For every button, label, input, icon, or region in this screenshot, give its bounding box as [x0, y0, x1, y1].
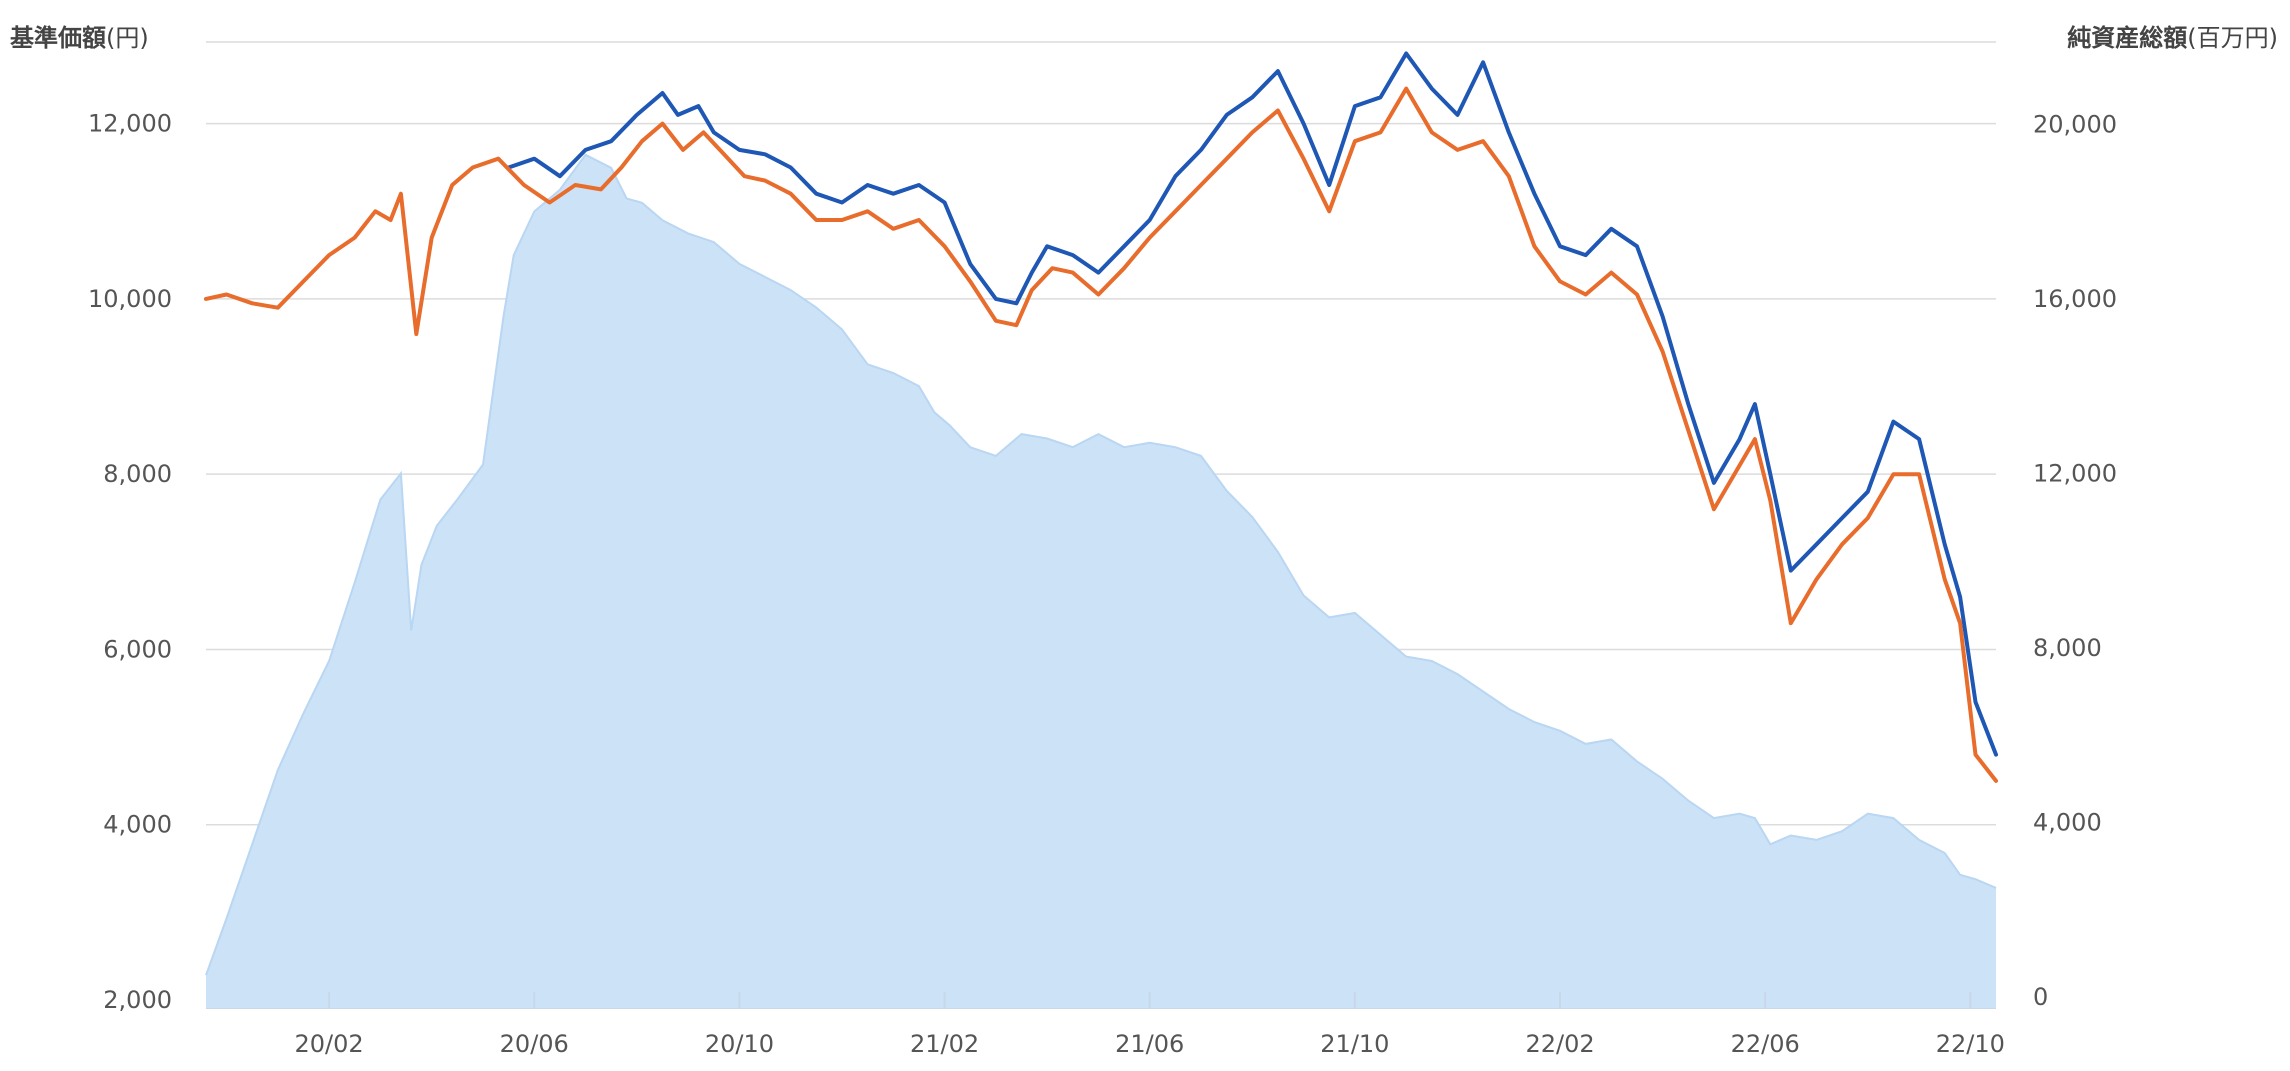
left-tick-label: 6,000 — [103, 635, 172, 663]
x-tick-label: 22/06 — [1731, 1030, 1800, 1058]
blue-price-line — [506, 51, 1998, 757]
x-tick-label: 20/10 — [705, 1030, 774, 1058]
left-axis-title: 基準価額(円) — [10, 24, 149, 52]
net-assets-area-edge — [205, 153, 1997, 976]
x-tick-label: 21/06 — [1115, 1030, 1184, 1058]
x-tick-label: 20/02 — [295, 1030, 364, 1058]
orange-price-line — [204, 86, 1998, 783]
right-tick-label: 4,000 — [2033, 808, 2102, 836]
right-axis-ticks: 0 4,000 8,000 12,000 16,000 20,000 — [2033, 110, 2117, 1011]
right-axis-title: 純資産総額(百万円) — [2067, 24, 2278, 52]
price-lines — [204, 51, 1998, 783]
left-tick-label: 4,000 — [103, 811, 172, 839]
right-tick-label: 20,000 — [2033, 110, 2117, 138]
x-tick-label: 22/10 — [1936, 1030, 2005, 1058]
left-tick-label: 8,000 — [103, 460, 172, 488]
x-tick-label: 20/06 — [500, 1030, 569, 1058]
right-tick-label: 8,000 — [2033, 634, 2102, 662]
x-axis-ticks: 20/02 20/06 20/10 21/02 21/06 21/10 22/02 22/06… — [295, 1030, 2005, 1058]
x-tick-label: 22/02 — [1525, 1030, 1594, 1058]
right-tick-label: 16,000 — [2033, 285, 2117, 313]
x-tick-label: 21/02 — [910, 1030, 979, 1058]
left-axis-ticks: 2,000 4,000 6,000 8,000 10,000 12,000 — [88, 110, 172, 1014]
left-tick-label: 10,000 — [88, 285, 172, 313]
net-assets-area-fill — [206, 154, 1996, 1009]
x-tick-label: 21/10 — [1320, 1030, 1389, 1058]
left-tick-label: 12,000 — [88, 110, 172, 138]
right-tick-label: 0 — [2033, 983, 2048, 1011]
right-tick-label: 12,000 — [2033, 459, 2117, 487]
net-assets-area — [205, 153, 1997, 1009]
left-tick-label: 2,000 — [103, 986, 172, 1014]
x-tick-marks — [328, 992, 1972, 1008]
